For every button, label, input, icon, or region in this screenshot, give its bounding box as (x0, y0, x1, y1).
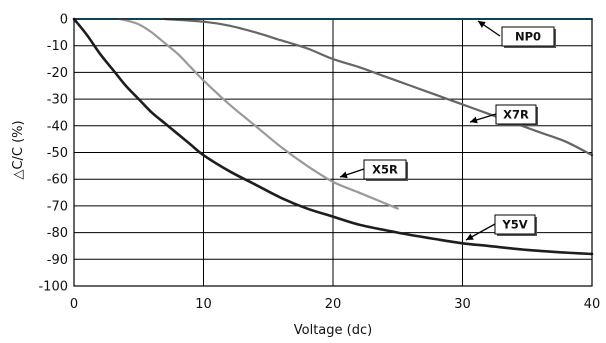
callout-box (501, 26, 555, 47)
callout-box (495, 104, 537, 125)
y-tick-label: -50 (47, 146, 68, 161)
y-tick-label: -20 (47, 66, 68, 81)
callout-np0: NP0 (477, 20, 556, 48)
callout-y5v: Y5V (465, 214, 537, 241)
callout-box (494, 214, 536, 235)
callout-x5r: X5R (339, 159, 408, 181)
x-tick-label: 10 (195, 297, 212, 312)
y-axis-title: △C/C (%) (11, 120, 26, 179)
x-tick-label: 0 (70, 297, 78, 312)
x-tick-label: 40 (584, 297, 601, 312)
callout-x7r: X7R (469, 104, 538, 126)
x-tick-label: 20 (325, 297, 342, 312)
callout-label: X7R (503, 108, 529, 122)
y-tick-label: -90 (47, 253, 68, 268)
callout-arrowhead (478, 21, 486, 28)
y-tick-label: -70 (47, 199, 68, 214)
series-line-y5v (72, 17, 594, 256)
callout-arrowhead (466, 233, 474, 240)
callout-label: X5R (372, 163, 398, 177)
y-tick-label: -60 (47, 173, 68, 188)
callout-arrowhead (470, 116, 478, 124)
x-axis-title: Voltage (dc) (294, 323, 372, 338)
callout-box (363, 159, 407, 180)
callout-label: Y5V (501, 218, 527, 232)
y-tick-label: 0 (60, 13, 68, 28)
series-line-x5r (118, 17, 399, 210)
y-tick-label: -30 (47, 93, 68, 108)
callout-label: NP0 (515, 30, 541, 44)
x-tick-label: 30 (454, 297, 471, 312)
callout-labels: NP0 X7R X5R Y5V (339, 20, 556, 241)
y-tick-label: -100 (38, 280, 68, 295)
callout-arrowhead (340, 171, 348, 179)
plot-frame (73, 18, 593, 287)
y-tick-label: -10 (47, 39, 68, 54)
y-tick-label: -80 (47, 226, 68, 241)
y-tick-label: -40 (47, 119, 68, 134)
